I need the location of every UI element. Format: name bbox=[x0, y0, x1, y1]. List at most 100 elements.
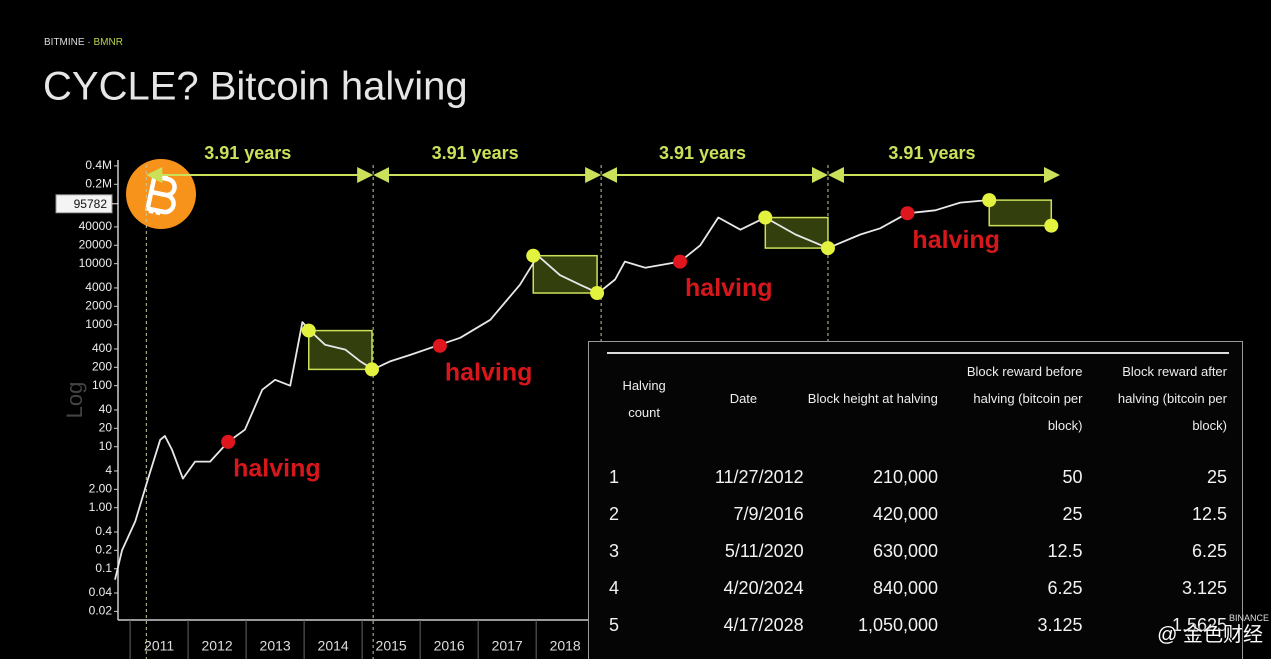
table-cell: 50 bbox=[1062, 467, 1083, 487]
table-cell: 1,050,000 bbox=[857, 615, 939, 635]
table-cell: 4/17/2028 bbox=[723, 615, 804, 635]
x-tick-label: 2012 bbox=[202, 638, 233, 654]
x-tick-label: 2018 bbox=[550, 638, 581, 654]
halving-label: halving bbox=[685, 274, 773, 302]
y-tick-label: 4000 bbox=[85, 280, 112, 294]
x-tick-label: 2017 bbox=[492, 638, 523, 654]
bitcoin-logo bbox=[126, 159, 196, 229]
period-label: 3.91 years bbox=[888, 143, 975, 163]
column-header: Block height at halving bbox=[807, 391, 938, 406]
y-tick-label: 0.4M bbox=[85, 158, 112, 172]
y-tick-label: 10000 bbox=[79, 256, 113, 270]
table-cell: 3 bbox=[609, 541, 620, 561]
period-label: 3.91 years bbox=[204, 143, 291, 163]
y-tick-label: 1000 bbox=[85, 317, 112, 331]
table-row: 1 11/27/2012 210,000 50 25 bbox=[607, 459, 1229, 496]
table-cell: 12.5 bbox=[1047, 541, 1083, 561]
brand: BITMINE · BMNR bbox=[44, 37, 123, 48]
halving-point bbox=[432, 338, 447, 353]
y-tick-label: 0.1 bbox=[95, 561, 112, 575]
y-tick-label: 0.04 bbox=[89, 585, 113, 599]
y-tick-label: 2.00 bbox=[89, 482, 113, 496]
halving-label: halving bbox=[912, 226, 1000, 254]
cycle-point bbox=[1044, 218, 1059, 233]
table-cell: 25 bbox=[1062, 504, 1083, 524]
x-tick-label: 2016 bbox=[434, 638, 465, 654]
table-cell: 6.25 bbox=[1047, 578, 1083, 598]
table-cell: 5/11/2020 bbox=[724, 541, 804, 561]
x-tick-label: 2014 bbox=[318, 638, 349, 654]
column-header: Block reward before halving (bitcoin per… bbox=[966, 364, 1083, 433]
x-tick-label: 2011 bbox=[144, 638, 174, 654]
y-tick-label: 10 bbox=[99, 439, 113, 453]
column-header: Block reward after halving (bitcoin per … bbox=[1117, 364, 1227, 433]
y-tick-label: 0.02 bbox=[89, 604, 113, 618]
column-header: Halving count bbox=[622, 377, 666, 420]
cycle-point bbox=[982, 193, 997, 208]
watermark: @ 金色财经 bbox=[1157, 624, 1263, 646]
table-cell: 210,000 bbox=[872, 467, 939, 487]
ticker: BMNR bbox=[93, 37, 122, 48]
table-row: 2 7/9/2016 420,000 25 12.5 bbox=[607, 496, 1229, 533]
table-cell: 3.125 bbox=[1181, 578, 1227, 598]
table-cell: 5 bbox=[609, 615, 620, 635]
table-body: 1 11/27/2012 210,000 50 25 2 7/9/2016 420,000 25… bbox=[607, 459, 1229, 644]
halving-label: halving bbox=[445, 358, 533, 386]
cycle-point bbox=[820, 241, 835, 256]
table-cell: 4/20/2024 bbox=[723, 578, 804, 598]
header-row: Halving count Date Block height at halving… bbox=[607, 353, 1229, 459]
current-price-label: 95782 bbox=[74, 197, 108, 211]
y-tick-label: 0.2 bbox=[95, 543, 112, 557]
y-tick-label: 40 bbox=[99, 402, 113, 416]
y-tick-label: 0.2M bbox=[85, 176, 112, 190]
table-cell: 11/27/2012 bbox=[714, 467, 804, 487]
brand-name: BITMINE bbox=[44, 37, 85, 48]
y-tick-label: 20000 bbox=[79, 237, 113, 251]
y-tick-label: 4 bbox=[105, 463, 112, 477]
cycle-box bbox=[988, 199, 1053, 227]
cycle-point bbox=[526, 248, 541, 263]
column-header: Date bbox=[729, 391, 758, 406]
table-row: 4 4/20/2024 840,000 6.25 3.125 bbox=[607, 570, 1229, 607]
halving-label: halving bbox=[233, 454, 321, 482]
y-tick-label: 200 bbox=[92, 359, 112, 373]
cycle-point bbox=[301, 323, 316, 338]
period-label: 3.91 years bbox=[432, 143, 519, 163]
y-tick-label: 1.00 bbox=[89, 500, 113, 514]
period-label: 3.91 years bbox=[659, 143, 746, 163]
slide-title: CYCLE? Bitcoin halving bbox=[43, 65, 468, 109]
table-cell: 420,000 bbox=[872, 504, 939, 524]
table-cell: 12.5 bbox=[1191, 504, 1227, 524]
table-cell: 840,000 bbox=[872, 578, 939, 598]
halving-point bbox=[900, 206, 915, 221]
x-tick-label: 2015 bbox=[376, 638, 407, 654]
table-row: 5 4/17/2028 1,050,000 3.125 1.5625 bbox=[607, 607, 1229, 644]
y-tick-label: 400 bbox=[92, 341, 112, 355]
y-axis-label: Log bbox=[62, 382, 87, 419]
y-tick-label: 2000 bbox=[85, 298, 112, 312]
table-cell: 2 bbox=[609, 504, 620, 524]
table-cell: 1 bbox=[609, 467, 620, 487]
table-cell: 1.5625 bbox=[1171, 615, 1227, 635]
table: Halving count Date Block height at halving… bbox=[607, 352, 1229, 644]
table-cell: 7/9/2016 bbox=[733, 504, 804, 524]
x-tick-label: 2013 bbox=[260, 638, 291, 654]
y-tick-label: 100 bbox=[92, 378, 112, 392]
y-tick-label: 40000 bbox=[79, 219, 113, 233]
binance-mark: BINANCE bbox=[1228, 613, 1269, 623]
cycle-point bbox=[364, 362, 379, 377]
halving-point bbox=[673, 254, 688, 269]
table-cell: 4 bbox=[609, 578, 620, 598]
halving-table: Halving count Date Block height at halving… bbox=[588, 341, 1243, 659]
table-cell: 6.25 bbox=[1191, 541, 1227, 561]
table-cell: 630,000 bbox=[872, 541, 939, 561]
cycle-point bbox=[758, 210, 773, 225]
y-tick-label: 20 bbox=[99, 421, 113, 435]
separator: · bbox=[87, 37, 90, 48]
cycle-point bbox=[590, 286, 605, 301]
table-row: 3 5/11/2020 630,000 12.5 6.25 bbox=[607, 533, 1229, 570]
halving-point bbox=[221, 434, 236, 449]
table-cell: 3.125 bbox=[1037, 615, 1083, 635]
table-cell: 25 bbox=[1206, 467, 1227, 487]
